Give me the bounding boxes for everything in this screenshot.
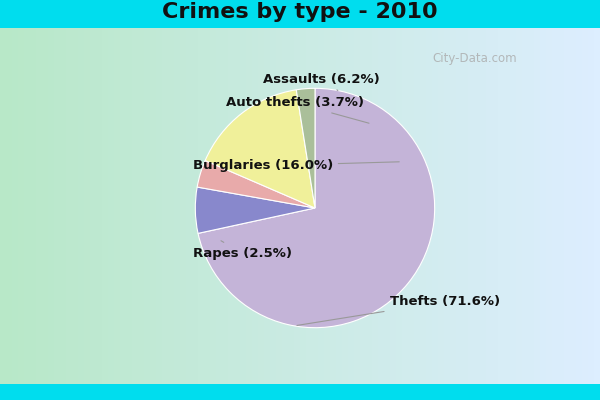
Text: Crimes by type - 2010: Crimes by type - 2010 [162, 2, 438, 22]
Wedge shape [196, 187, 315, 233]
Text: Auto thefts (3.7%): Auto thefts (3.7%) [226, 96, 369, 123]
Text: Burglaries (16.0%): Burglaries (16.0%) [193, 159, 399, 172]
Text: Assaults (6.2%): Assaults (6.2%) [263, 72, 380, 90]
Text: City-Data.com: City-Data.com [432, 52, 517, 65]
Wedge shape [197, 160, 315, 208]
Wedge shape [198, 88, 434, 328]
Wedge shape [296, 88, 315, 208]
Wedge shape [205, 90, 315, 208]
Text: Rapes (2.5%): Rapes (2.5%) [193, 241, 292, 260]
Text: Thefts (71.6%): Thefts (71.6%) [297, 295, 500, 326]
